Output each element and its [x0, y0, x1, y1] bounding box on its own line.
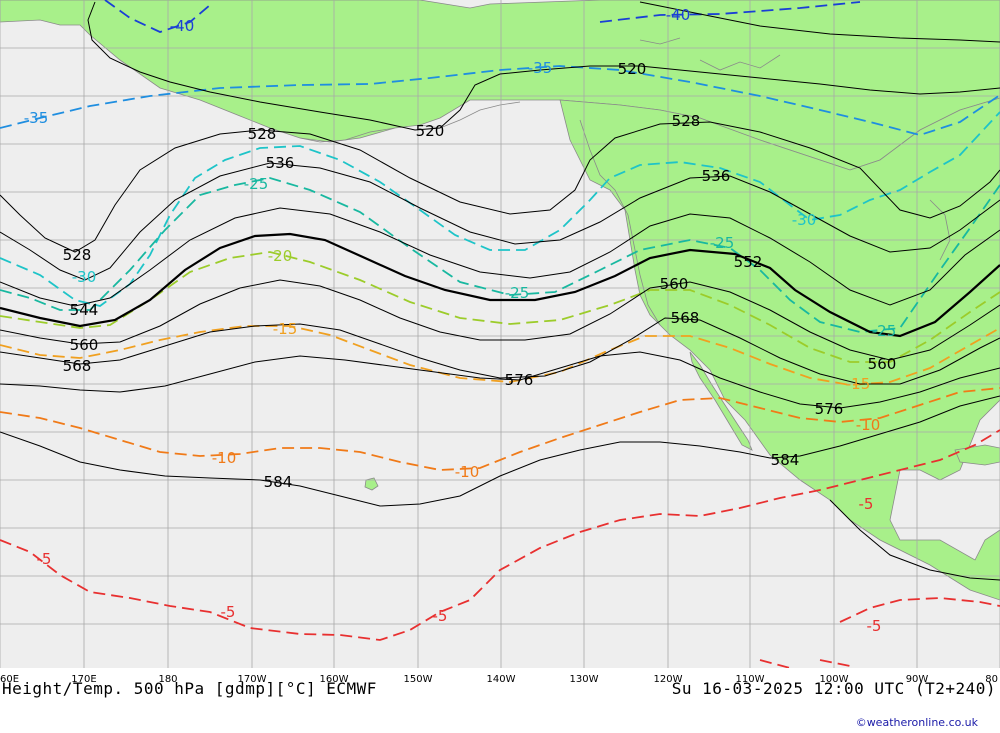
temperature-label: -40: [170, 17, 195, 35]
coastline-details: [299, 37, 951, 326]
map-footer: 60E 170E 180 170W 160W 150W 140W 130W 120W 110W 10…: [0, 668, 1000, 733]
temperature-label: -15: [846, 375, 871, 393]
longitude-tick: 90W: [905, 674, 929, 685]
contour-592-loop: [829, 499, 1000, 581]
caribbean-islands: [954, 444, 1000, 466]
temperature-label: -5: [37, 550, 52, 568]
height-label: 544: [70, 301, 99, 319]
temperature-label: -5: [221, 603, 236, 621]
temperature-label: -30: [792, 211, 817, 229]
contour-568: [0, 317, 1000, 385]
temperature-label: -25: [244, 175, 269, 193]
longitude-tick: 60E: [0, 674, 20, 685]
longitude-tick: 140W: [486, 674, 516, 685]
temperature-label: -10: [455, 463, 480, 481]
height-label: 520: [416, 122, 445, 140]
temperature-label: -35: [528, 59, 553, 77]
longitude-tick: 80: [985, 674, 998, 685]
contour-520-north: [639, 1, 1000, 43]
longitude-tick: 130W: [569, 674, 599, 685]
height-label: 560: [70, 336, 99, 354]
height-label: 536: [266, 154, 295, 172]
hawaii-island: [364, 477, 379, 491]
contour-minus5-south2: [819, 659, 851, 667]
longitude-tick: 110W: [735, 674, 765, 685]
height-label: 528: [672, 112, 701, 130]
height-label: 584: [771, 451, 800, 469]
contour-minus10: [0, 387, 1000, 471]
temperature-label: -10: [856, 416, 881, 434]
temperature-label: -30: [72, 268, 97, 286]
height-label: 560: [868, 355, 897, 373]
longitude-tick: 150W: [403, 674, 433, 685]
temperature-label: -5: [433, 607, 448, 625]
contour-minus35: [0, 65, 1000, 136]
temperature-label: -25: [872, 322, 897, 340]
contour-minus15: [0, 325, 1000, 386]
contour-544: [0, 207, 1000, 307]
credit-link[interactable]: ©weatheronline.co.uk: [855, 716, 978, 729]
temperature-label: -25: [710, 234, 735, 252]
longitude-tick: 160W: [319, 674, 349, 685]
temperature-label: -5: [867, 617, 882, 635]
longitude-tick: 180: [158, 674, 178, 685]
contour-labels: 520 520 528 528 528 536 536 544 552 560 560 560 568 5…: [24, 6, 897, 635]
height-label: 536: [702, 167, 731, 185]
contour-minus40-east: [599, 1, 861, 23]
contour-584: [0, 395, 1000, 507]
height-label: 528: [248, 125, 277, 143]
height-label: 552: [734, 253, 763, 271]
height-label: 584: [264, 473, 293, 491]
contour-minus20: [0, 251, 1000, 363]
contour-minus5-south: [759, 659, 791, 668]
temperature-label: -20: [268, 247, 293, 265]
contour-minus30: [0, 111, 1000, 307]
contour-minus5-west: [0, 429, 1000, 641]
valid-time: Su 16-03-2025 12:00 UTC (T2+240): [671, 679, 996, 698]
contour-minus25: [0, 177, 1000, 333]
contour-528: [0, 121, 1000, 253]
height-label: 576: [505, 371, 534, 389]
height-label: 568: [63, 357, 92, 375]
longitude-tick: 170E: [71, 674, 97, 685]
longitude-tick: 100W: [819, 674, 849, 685]
temperature-label: -5: [859, 495, 874, 513]
temperature-label: -15: [273, 320, 298, 338]
height-contours: [0, 1, 1000, 581]
contour-576: [0, 351, 1000, 409]
temperature-contours: [0, 0, 1000, 668]
height-label: 568: [671, 309, 700, 327]
longitude-tick: 170W: [237, 674, 267, 685]
contour-minus5-east: [839, 597, 1000, 623]
height-label: 560: [660, 275, 689, 293]
contour-minus40: [104, 0, 211, 33]
map-canvas: 520 520 528 528 528 536 536 544 552 560 560 560 568 5…: [0, 0, 1000, 668]
lat-lon-grid: [0, 0, 1000, 668]
height-label: 576: [815, 400, 844, 418]
temperature-label: -10: [212, 449, 237, 467]
temperature-label: -25: [505, 284, 530, 302]
baja-peninsula: [689, 351, 753, 451]
longitude-tick: 120W: [653, 674, 683, 685]
height-label: 520: [618, 60, 647, 78]
north-america-land: [559, 97, 1000, 601]
temperature-label: -35: [24, 109, 49, 127]
height-label: 528: [63, 246, 92, 264]
contour-552: [0, 232, 1000, 338]
weather-map: 520 520 528 528 528 536 536 544 552 560 560 560 568 5…: [0, 0, 1000, 668]
contour-560: [0, 279, 1000, 361]
contour-520: [87, 1, 1000, 131]
contour-536: [0, 162, 1000, 281]
temperature-label: -40: [666, 6, 691, 24]
chart-title: Height/Temp. 500 hPa [gdmp][°C] ECMWF: [2, 679, 377, 698]
